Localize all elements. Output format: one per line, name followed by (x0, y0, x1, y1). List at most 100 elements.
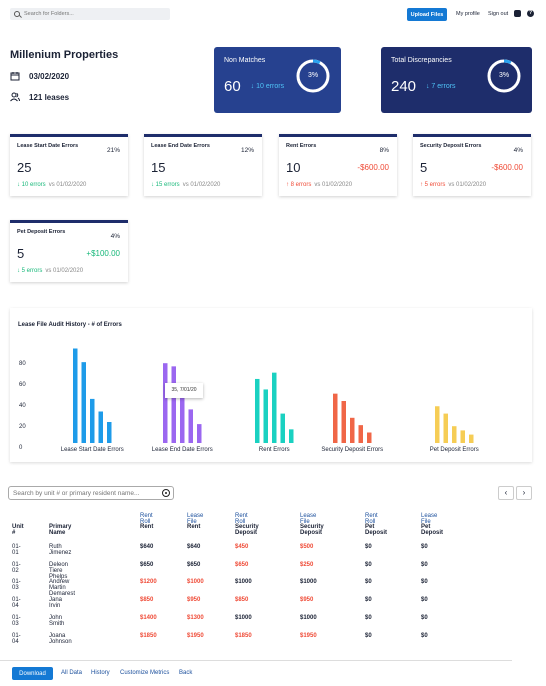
table-cell: $250 (300, 562, 314, 568)
column-header: Security Deposit (235, 524, 259, 536)
all-data-link[interactable]: All Data (61, 670, 83, 676)
column-header: Primary Name (49, 524, 72, 536)
metric-delta: -$600.00 (491, 163, 523, 172)
chart-bar[interactable] (358, 425, 364, 443)
chart-bar[interactable] (197, 424, 202, 443)
chart-bar[interactable] (333, 393, 338, 443)
summary-errors: ↓ 7 errors (425, 83, 456, 90)
metric-title: Rent Errors (286, 143, 317, 149)
metric-title: Lease Start Date Errors (17, 143, 79, 149)
upload-files-button[interactable]: Upload Files (407, 8, 447, 21)
my-profile-link[interactable]: My profile (456, 11, 480, 17)
column-header: Unit # (12, 524, 24, 536)
resident-search-input[interactable] (13, 489, 153, 497)
table-cell: $0 (365, 597, 372, 603)
table-cell: $0 (421, 633, 428, 639)
table-cell: 01-04 (12, 597, 21, 609)
chart-bar[interactable] (435, 406, 440, 443)
table-cell: $1000 (187, 579, 204, 585)
folder-search-box[interactable] (10, 8, 170, 20)
table-cell: $0 (365, 633, 372, 639)
next-page-button[interactable]: › (516, 486, 532, 500)
summary-errors: ↓ 10 errors (250, 83, 285, 90)
table-cell: Ruth Jimenez (49, 544, 72, 556)
y-tick-label: 60 (19, 382, 26, 388)
metric-vs: vs 01/02/2020 (48, 182, 87, 188)
metric-delta: +$100.00 (86, 249, 120, 258)
table-cell: $0 (421, 562, 428, 568)
x-category-label: Security Deposit Errors (321, 447, 383, 453)
audit-history-chart: 0 20 40 60 80 Lease Start Date Errors Lease En… (19, 348, 479, 453)
column-group-label: Rent Roll (365, 513, 378, 525)
metric-percent: 4% (513, 147, 523, 154)
metric-value: 5 (420, 160, 428, 175)
audit-history-chart-card: Lease File Audit History - # of Errors 0… (10, 308, 532, 462)
chart-bar[interactable] (443, 413, 449, 443)
x-category-label: Pet Deposit Errors (430, 447, 479, 453)
column-header: Rent (187, 524, 201, 530)
folder-search-input[interactable] (24, 11, 164, 17)
chart-bar[interactable] (452, 426, 457, 443)
table-cell: 01-04 (12, 633, 21, 645)
metric-errors: ↑ 8 errors vs 01/02/2020 (286, 182, 352, 188)
chart-bar[interactable] (163, 363, 168, 443)
chart-bar[interactable] (98, 411, 104, 444)
chart-bar[interactable] (90, 398, 95, 443)
y-tick-label: 20 (19, 424, 26, 430)
metric-vs: vs 01/02/2020 (45, 268, 84, 274)
metric-value: 10 (286, 160, 301, 175)
download-button[interactable]: Download (12, 667, 53, 680)
x-category-label: Rent Errors (259, 447, 290, 453)
chart-bar[interactable] (263, 389, 269, 443)
history-link[interactable]: History (91, 670, 110, 676)
table-cell: $1400 (140, 615, 157, 621)
metric-value: 5 (17, 246, 25, 261)
metric-errors-text: ↓ 5 errors (17, 268, 43, 274)
help-icon[interactable]: ? (527, 10, 534, 17)
metric-delta: -$600.00 (357, 163, 389, 172)
chart-bar[interactable] (280, 413, 286, 443)
table-cell: $500 (300, 544, 314, 550)
x-category-label: Lease Start Date Errors (61, 447, 124, 453)
property-leases-row: 121 leases (10, 92, 69, 102)
table-cell: 01-03 (12, 579, 21, 591)
chart-bar[interactable] (289, 429, 294, 443)
table-cell: $450 (235, 544, 249, 550)
table-cell: 01-01 (12, 544, 21, 556)
chart-bar[interactable] (469, 434, 474, 443)
chart-bar[interactable] (367, 432, 372, 444)
table-cell: $850 (235, 597, 249, 603)
chart-bar[interactable] (180, 393, 185, 443)
back-link[interactable]: Back (179, 670, 193, 676)
resident-search-box[interactable] (8, 486, 174, 500)
chart-bar[interactable] (171, 366, 177, 443)
chart-bar[interactable] (188, 409, 194, 443)
metric-errors: ↑ 5 errors vs 01/02/2020 (420, 182, 486, 188)
chart-bar[interactable] (73, 348, 78, 444)
chat-icon[interactable] (514, 10, 521, 17)
clear-search-icon[interactable] (162, 489, 170, 497)
chart-bar[interactable] (341, 401, 347, 443)
property-leases: 121 leases (29, 92, 70, 102)
chart-bar[interactable] (460, 430, 466, 443)
chart-bar[interactable] (255, 378, 260, 443)
table-cell: $950 (187, 597, 201, 603)
prev-page-button[interactable]: ‹ (498, 486, 514, 500)
column-group-label: Lease File (421, 513, 438, 525)
metric-errors-text: ↓ 15 errors (151, 182, 180, 188)
sign-out-link[interactable]: Sign out (488, 11, 509, 17)
chart-bar[interactable] (272, 372, 277, 443)
lease-start-date-errors-card: Lease Start Date Errors 21% 25 ↓ 10 erro… (10, 134, 128, 196)
chart-bar[interactable] (107, 422, 112, 443)
non-matches-donut (296, 59, 330, 93)
table-cell: $640 (140, 544, 154, 550)
chart-bar[interactable] (81, 362, 87, 443)
table-cell: Andrew Martin Demarest (49, 579, 76, 597)
summary-value: 60 (224, 78, 241, 95)
metric-value: 15 (151, 160, 166, 175)
chart-bar[interactable] (350, 417, 355, 443)
customize-metrics-link[interactable]: Customize Metrics (120, 670, 170, 676)
table-cell: $1000 (300, 615, 317, 621)
users-icon (10, 92, 20, 102)
total-discrepancies-card: Total Discrepancies 240 ↓ 7 errors 3% (381, 47, 532, 113)
